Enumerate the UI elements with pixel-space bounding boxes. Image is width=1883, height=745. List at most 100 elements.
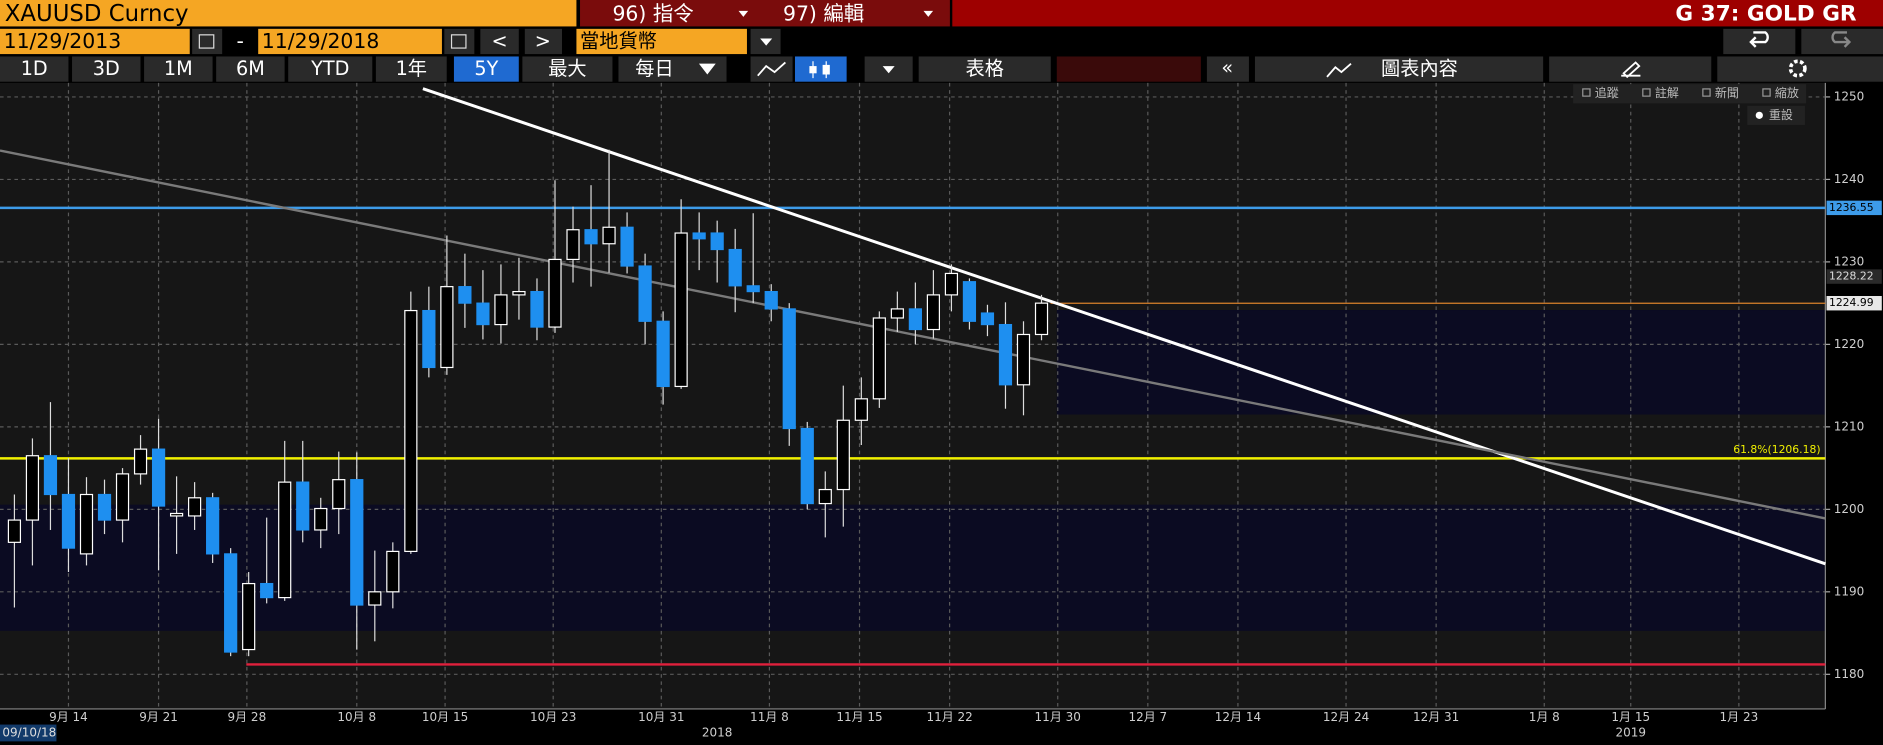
candle-body xyxy=(728,248,742,287)
tool-icon xyxy=(1582,88,1591,97)
x-tick-label: 1月 23 xyxy=(1720,710,1759,724)
x-tick-label: 12月 31 xyxy=(1413,710,1459,724)
end-date: 11/29/2018 xyxy=(262,29,380,53)
period-button[interactable] xyxy=(375,56,447,82)
period-label: 1M xyxy=(164,57,193,80)
x-tick-label: 11月 30 xyxy=(1035,710,1081,724)
period-label: 1D xyxy=(21,57,48,80)
candle-body xyxy=(800,427,814,505)
candle-body xyxy=(224,553,238,653)
period-button[interactable] xyxy=(288,56,373,82)
x-tick-label: 10月 31 xyxy=(638,710,684,724)
period-label: 5Y xyxy=(474,57,498,80)
calendar-icon xyxy=(198,34,215,49)
ticker: XAUUSD Curncy xyxy=(5,1,189,27)
tool-label[interactable]: 縮放 xyxy=(1775,85,1799,100)
prev-button[interactable] xyxy=(480,28,519,55)
input-box[interactable] xyxy=(1056,56,1201,82)
annotate-icon xyxy=(1621,61,1641,79)
tool-label[interactable]: 新聞 xyxy=(1715,85,1739,100)
y-tick-label: 1220 xyxy=(1834,337,1865,351)
chart: 1180 1190 1200 1210 1220 1230 1240 1250 9月 14 9月 … xyxy=(0,82,1882,739)
menu-command[interactable]: 96) 指令 xyxy=(612,1,693,25)
toolbar-background xyxy=(1573,84,1807,104)
candle-body xyxy=(440,286,454,369)
candle-body xyxy=(548,258,562,328)
year-label: 2019 xyxy=(1615,725,1646,739)
end-date-box[interactable] xyxy=(258,28,442,55)
tool-label[interactable]: 追蹤 xyxy=(1595,85,1619,100)
period-button[interactable] xyxy=(522,56,613,82)
candle-body xyxy=(206,497,220,555)
collapse: « xyxy=(1221,56,1233,79)
x-tick-label: 10月 8 xyxy=(337,710,376,724)
period-button[interactable] xyxy=(144,56,213,82)
candle-body xyxy=(79,493,94,555)
candle-body xyxy=(133,448,148,475)
price-tag xyxy=(1826,200,1882,216)
candle-body xyxy=(386,550,400,593)
candle-body xyxy=(818,488,832,505)
price-tag-label: 1224.99 xyxy=(1829,296,1874,309)
dropdown-arrow xyxy=(882,66,895,74)
period-button[interactable] xyxy=(72,56,141,82)
candle-body xyxy=(350,479,364,606)
candle-body xyxy=(962,281,977,322)
x-tick-label: 1月 15 xyxy=(1611,710,1650,724)
next-button[interactable] xyxy=(524,28,563,55)
candle-body xyxy=(188,497,202,517)
reset-button[interactable] xyxy=(1747,105,1805,125)
period-label: YTD xyxy=(310,57,349,80)
x-tick-label: 12月 7 xyxy=(1128,710,1167,724)
calendar-button[interactable] xyxy=(192,28,223,55)
candle-body xyxy=(890,308,904,319)
y-tick-label: 1240 xyxy=(1834,172,1865,186)
table-button[interactable] xyxy=(918,56,1051,82)
candle-body xyxy=(980,312,995,326)
start-date: 11/29/2013 xyxy=(4,29,122,53)
candle-body xyxy=(314,507,328,531)
ticker-box[interactable] xyxy=(0,0,577,27)
range-start-box xyxy=(0,724,57,742)
period-button[interactable] xyxy=(0,56,69,82)
y-tick-label: 1190 xyxy=(1834,584,1865,598)
x-tick-label: 11月 8 xyxy=(750,710,789,724)
x-tick-label: 12月 14 xyxy=(1215,710,1261,724)
price-tag-label: 1228.22 xyxy=(1829,270,1874,283)
candle-body xyxy=(908,308,922,331)
candle-body xyxy=(458,286,472,304)
candle-body xyxy=(674,232,688,388)
next-label: > xyxy=(535,30,551,53)
candle-icon xyxy=(822,64,830,75)
period-button[interactable] xyxy=(216,56,285,82)
calendar-button[interactable] xyxy=(444,28,475,55)
currency-box[interactable] xyxy=(576,28,747,55)
y-tick-label: 1210 xyxy=(1834,419,1865,433)
settings-button[interactable] xyxy=(1717,56,1883,82)
x-tick-label: 9月 21 xyxy=(139,710,178,724)
menu-edit[interactable]: 97) 編輯 xyxy=(783,1,864,25)
candle-body xyxy=(1016,333,1031,386)
candle-body xyxy=(278,481,292,599)
candle-body xyxy=(242,582,256,651)
candle-body xyxy=(422,309,436,369)
candle-body xyxy=(115,473,130,521)
candle-body xyxy=(656,320,670,388)
chart-content-button[interactable] xyxy=(1254,56,1544,82)
trendline xyxy=(0,149,1826,520)
tool-icon xyxy=(1702,88,1711,97)
collapse-button[interactable] xyxy=(1206,56,1249,82)
candle-body xyxy=(332,479,346,510)
start-date-box[interactable] xyxy=(0,28,190,55)
candle-body xyxy=(620,226,634,267)
x-tick-label: 11月 22 xyxy=(926,710,972,724)
candle-body xyxy=(61,493,76,549)
annotate-button[interactable] xyxy=(1549,56,1712,82)
period-button[interactable] xyxy=(453,56,519,82)
candle-body xyxy=(169,512,184,517)
tool-label[interactable]: 註解 xyxy=(1655,86,1679,100)
year-label: 2018 xyxy=(702,725,733,739)
x-tick-label: 11月 15 xyxy=(836,710,882,724)
candle-chart-button[interactable] xyxy=(794,56,847,82)
